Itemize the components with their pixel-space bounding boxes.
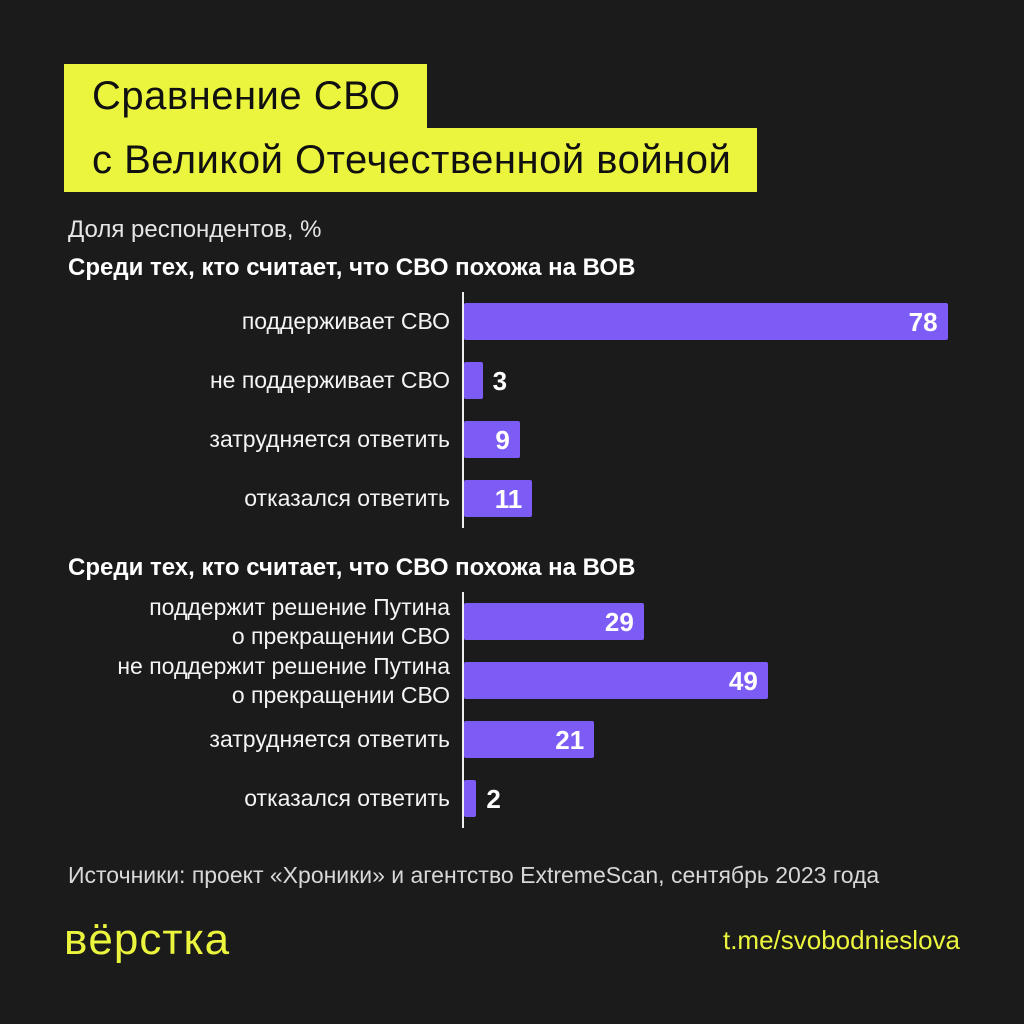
chart-row: не поддержит решение Путина о прекращени… bbox=[64, 651, 964, 710]
bar-track: 9 bbox=[462, 410, 964, 469]
bar-label: поддерживает СВО bbox=[241, 308, 450, 335]
chart-row: затрудняется ответить 9 bbox=[64, 410, 964, 469]
page-title: Сравнение СВО с Великой Отечественной во… bbox=[64, 64, 964, 192]
verstka-logo: вёрстка bbox=[64, 915, 231, 964]
chart-2-header: Среди тех, кто считает, что СВО похожа н… bbox=[68, 554, 636, 581]
bar-value: 3 bbox=[492, 365, 508, 396]
title-line-1: Сравнение СВО bbox=[64, 64, 427, 128]
bar bbox=[464, 780, 477, 817]
chart-row: затрудняется ответить 21 bbox=[64, 710, 964, 769]
chart-subtitle: Доля респондентов, % bbox=[68, 216, 322, 243]
chart-row: отказался ответить 11 bbox=[64, 469, 964, 528]
chart-row: поддержит решение Путина о прекращении С… bbox=[64, 592, 964, 651]
chart-row: не поддерживает СВО 3 bbox=[64, 351, 964, 410]
bar-value: 49 bbox=[728, 665, 758, 696]
bar-label: не поддержит решение Путина о прекращени… bbox=[117, 652, 450, 708]
chart-row: отказался ответить 2 bbox=[64, 769, 964, 828]
bar-label: отказался ответить bbox=[244, 485, 450, 512]
chart-row: поддерживает СВО 78 bbox=[64, 292, 964, 351]
bar: 78 bbox=[464, 303, 948, 340]
bar-label: не поддерживает СВО bbox=[209, 367, 450, 394]
telegram-link[interactable]: t.me/svobodnieslova bbox=[722, 924, 960, 955]
bar-track: 11 bbox=[462, 469, 964, 528]
bar-track: 2 bbox=[462, 769, 964, 828]
bar-track: 29 bbox=[462, 592, 964, 651]
bar-track: 3 bbox=[462, 351, 964, 410]
bar-value: 11 bbox=[494, 483, 523, 514]
title-line-2: с Великой Отечественной войной bbox=[64, 128, 758, 192]
chart-rows: поддерживает СВО 78 не поддерживает СВО 3 за… bbox=[64, 292, 964, 528]
chart-rows: поддержит решение Путина о прекращении С… bbox=[64, 592, 964, 828]
bar-label: отказался ответить bbox=[244, 785, 450, 812]
bar: 9 bbox=[464, 421, 520, 458]
source-note: Источники: проект «Хроники» и агентство … bbox=[68, 862, 880, 888]
bar-label: затрудняется ответить bbox=[209, 726, 450, 753]
bar-track: 21 bbox=[462, 710, 964, 769]
chart-section-1: Среди тех, кто считает, что СВО похожа н… bbox=[64, 254, 964, 528]
bar: 29 bbox=[464, 603, 644, 640]
bar: 21 bbox=[464, 721, 595, 758]
chart-1-header: Среди тех, кто считает, что СВО похожа н… bbox=[68, 254, 636, 281]
bar: 11 bbox=[464, 480, 533, 517]
bar-value: 29 bbox=[604, 606, 634, 637]
bar-track: 49 bbox=[462, 651, 964, 710]
bar-label: затрудняется ответить bbox=[209, 426, 450, 453]
bar-value: 2 bbox=[486, 783, 501, 814]
bar-label: поддержит решение Путина о прекращении С… bbox=[149, 593, 450, 649]
bar bbox=[464, 362, 483, 399]
bar-value: 9 bbox=[495, 424, 510, 455]
bar-value: 78 bbox=[908, 306, 938, 337]
bar-value: 21 bbox=[555, 724, 585, 755]
bar-track: 78 bbox=[462, 292, 964, 351]
footer: вёрстка t.me/svobodnieslova bbox=[64, 915, 960, 965]
bar: 49 bbox=[464, 662, 768, 699]
chart-section-2: Среди тех, кто считает, что СВО похожа н… bbox=[64, 554, 964, 828]
